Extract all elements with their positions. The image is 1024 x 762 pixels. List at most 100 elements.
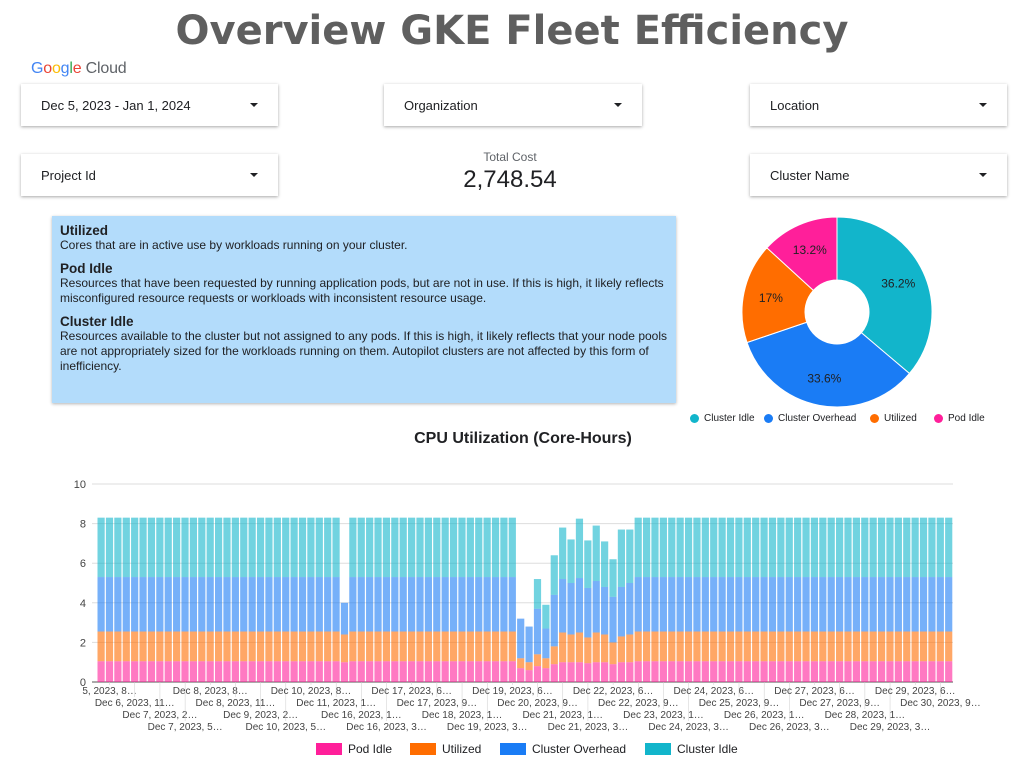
x-tick-label: Dec 22, 2023, 6… (573, 686, 654, 697)
bar-segment-cluster-idle (324, 517, 332, 578)
bar-segment-cluster-overhead (676, 577, 684, 632)
bar-segment-pod-idle (684, 661, 693, 682)
project-id-dropdown[interactable]: Project Id (21, 154, 278, 196)
bar-segment-pod-idle (340, 662, 349, 682)
bar-segment-cluster-overhead (214, 577, 223, 632)
bar-segment-cluster-overhead (794, 577, 802, 632)
y-tick-label: 4 (80, 598, 86, 610)
bar-segment-pod-idle (584, 663, 592, 682)
cluster-name-dropdown[interactable]: Cluster Name (750, 154, 1007, 196)
bar-segment-cluster-idle (819, 517, 827, 578)
bar-segment-cluster-idle (726, 517, 735, 578)
legend-label: Utilized (442, 742, 482, 756)
bar-segment-utilized (290, 631, 298, 662)
bar-segment-cluster-overhead (609, 596, 617, 643)
bar-segment-cluster-overhead (265, 577, 273, 632)
bar-segment-utilized (827, 631, 835, 662)
x-tick-label: Dec 10, 2023, 5… (246, 722, 327, 733)
y-tick-label: 2 (80, 637, 86, 649)
bar-segment-cluster-idle (894, 517, 902, 578)
bar-segment-pod-idle (601, 662, 609, 682)
date-range-picker[interactable]: Dec 5, 2023 - Jan 1, 2024 (21, 84, 278, 126)
dropdown-arrow-icon (979, 103, 987, 107)
x-tick-label: Dec 16, 2023, 3… (346, 722, 427, 733)
bar-segment-cluster-idle (911, 517, 919, 578)
bar-segment-pod-idle (374, 661, 382, 682)
bar-segment-cluster-overhead (777, 577, 785, 632)
bar-segment-utilized (626, 634, 634, 663)
bar-segment-pod-idle (533, 666, 542, 682)
bar-segment-utilized (483, 631, 491, 662)
bar-segment-utilized (173, 631, 181, 662)
location-dropdown[interactable]: Location (750, 84, 1007, 126)
bar-segment-utilized (122, 631, 130, 662)
bar-segment-utilized (852, 631, 860, 662)
x-tick-label: Dec 28, 2023, 1… (825, 710, 906, 721)
legend-pod-idle: Pod Idle (934, 413, 985, 424)
bar-segment-cluster-idle (441, 517, 449, 578)
bar-segment-cluster-idle (777, 517, 785, 578)
bar-segment-utilized (559, 632, 567, 663)
bar-segment-cluster-overhead (642, 577, 651, 632)
bar-segment-pod-idle (550, 664, 558, 682)
bar-segment-utilized (416, 631, 424, 662)
bar-segment-cluster-overhead (886, 577, 894, 632)
bar-segment-cluster-idle (399, 517, 407, 578)
bar-segment-pod-idle (651, 661, 659, 682)
bar-segment-cluster-idle (810, 517, 819, 578)
bar-segment-utilized (466, 631, 474, 662)
bar-segment-cluster-idle (852, 517, 860, 578)
bar-segment-utilized (214, 631, 223, 662)
bar-segment-pod-idle (777, 661, 785, 682)
x-tick-label: Dec 24, 2023, 6… (674, 686, 755, 697)
legend-label: Pod Idle (948, 413, 985, 424)
bar-segment-utilized (710, 631, 718, 662)
bar-segment-pod-idle (928, 661, 936, 682)
bar-segment-cluster-overhead (315, 577, 323, 632)
bar-segment-utilized (668, 631, 676, 662)
bar-segment-pod-idle (97, 661, 105, 682)
bar-segment-pod-idle (525, 670, 533, 682)
bar-segment-utilized (282, 631, 290, 662)
bar-segment-cluster-overhead (181, 577, 189, 632)
bar-segment-cluster-overhead (147, 577, 156, 632)
bar-segment-cluster-overhead (97, 577, 105, 632)
bar-segment-pod-idle (273, 661, 281, 682)
y-tick-label: 10 (74, 479, 86, 491)
bar-segment-utilized (810, 631, 819, 662)
project-id-label: Project Id (41, 167, 96, 183)
bar-segment-cluster-overhead (458, 577, 466, 632)
bar-segment-cluster-idle (198, 517, 206, 578)
bar-segment-pod-idle (575, 662, 584, 682)
x-tick-label: Dec 21, 2023, 1… (522, 710, 603, 721)
bar-segment-cluster-overhead (693, 577, 701, 632)
bar-segment-cluster-overhead (240, 577, 248, 632)
bar-segment-cluster-idle (861, 517, 869, 578)
bar-segment-cluster-overhead (424, 577, 432, 632)
bar-segment-cluster-idle (676, 517, 684, 578)
organization-dropdown[interactable]: Organization (384, 84, 642, 126)
page-title: Overview GKE Fleet Efficiency (175, 8, 849, 54)
bar-segment-cluster-idle (475, 517, 483, 578)
bar-segment-cluster-overhead (852, 577, 860, 632)
x-tick-label: Dec 19, 2023, 6… (472, 686, 553, 697)
bar-segment-pod-idle (718, 661, 726, 682)
bar-segment-utilized (357, 631, 365, 662)
bar-segment-cluster-idle (827, 517, 835, 578)
location-label: Location (770, 97, 820, 113)
bar-segment-utilized (391, 631, 399, 662)
bar-segment-utilized (298, 631, 307, 662)
bar-segment-utilized (181, 631, 189, 662)
bar-segment-cluster-idle (382, 517, 391, 578)
bar-segment-pod-idle (491, 661, 500, 682)
bar-segment-cluster-overhead (223, 577, 231, 632)
bar-segment-cluster-idle (718, 517, 726, 578)
bar-segment-utilized (869, 631, 877, 662)
bar-segment-cluster-idle (575, 518, 584, 579)
cluster-idle-text: Resources available to the cluster but n… (60, 329, 668, 373)
bar-segment-pod-idle (592, 662, 600, 682)
bar-segment-pod-idle (659, 661, 667, 682)
bar-segment-pod-idle (785, 661, 793, 682)
bar-segment-pod-idle (231, 661, 239, 682)
bar-segment-utilized (684, 631, 693, 662)
